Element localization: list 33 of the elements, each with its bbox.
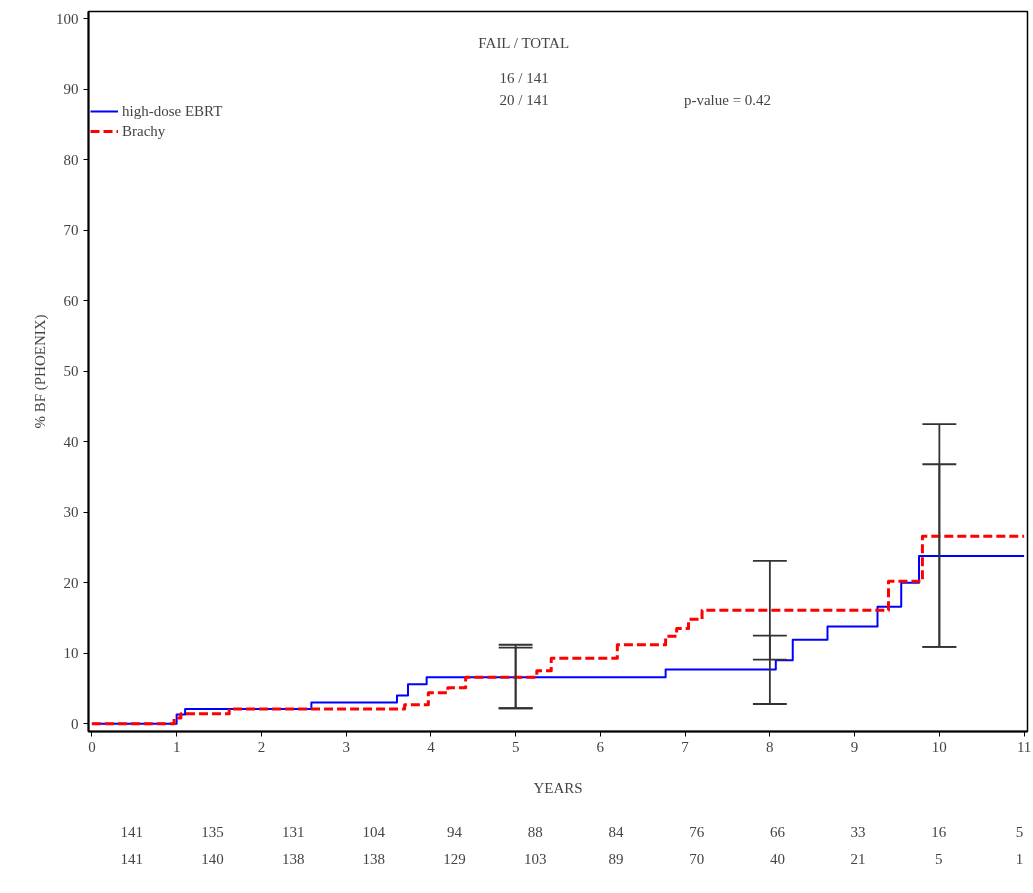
y-tick-label: 70 bbox=[63, 222, 79, 239]
x-tick-label: 0 bbox=[88, 738, 96, 755]
x-tick-label: 9 bbox=[850, 738, 859, 755]
x-tick-label: 2 bbox=[257, 738, 266, 755]
x-tick-label: 11 bbox=[1016, 738, 1032, 755]
x-tick-label: 8 bbox=[766, 738, 774, 755]
x-axis-title: YEARS bbox=[533, 779, 583, 796]
y-axis-title: % BF (PHOENIX) bbox=[32, 314, 49, 429]
y-tick-label: 0 bbox=[71, 715, 79, 732]
y-tick-label: 10 bbox=[63, 645, 79, 662]
y-tick-label: 100 bbox=[56, 10, 79, 27]
annotation: FAIL / TOTAL bbox=[478, 35, 570, 52]
y-tick-label: 60 bbox=[63, 292, 79, 309]
x-tick-label: 6 bbox=[596, 738, 605, 755]
y-tick-label: 80 bbox=[63, 151, 79, 168]
legend-label: high-dose EBRT bbox=[122, 102, 223, 120]
x-tick-label: 7 bbox=[681, 738, 690, 755]
annotation: 16 / 141 bbox=[499, 70, 549, 87]
y-tick-label: 40 bbox=[63, 433, 79, 450]
y-tick-label: 90 bbox=[63, 81, 79, 98]
text: 141 140 138 138 129 103 89 70 40 21 5 1 bbox=[120, 850, 1024, 867]
x-tick-label: 10 bbox=[931, 738, 947, 755]
x-tick-label: 5 bbox=[511, 738, 520, 755]
y-tick-label: 50 bbox=[63, 363, 79, 380]
x-tick-label: 1 bbox=[172, 738, 181, 755]
text: 141 135 131 104 94 88 84 76 66 33 16 5 bbox=[120, 823, 1024, 840]
y-tick-label: 20 bbox=[63, 574, 79, 591]
legend-label: Brachy bbox=[122, 122, 166, 140]
x-tick-label: 3 bbox=[342, 738, 350, 755]
annotation: p-value = 0.42 bbox=[683, 91, 772, 108]
x-tick-label: 4 bbox=[427, 738, 436, 755]
y-tick-label: 30 bbox=[63, 504, 79, 521]
annotation: 20 / 141 bbox=[499, 91, 549, 108]
